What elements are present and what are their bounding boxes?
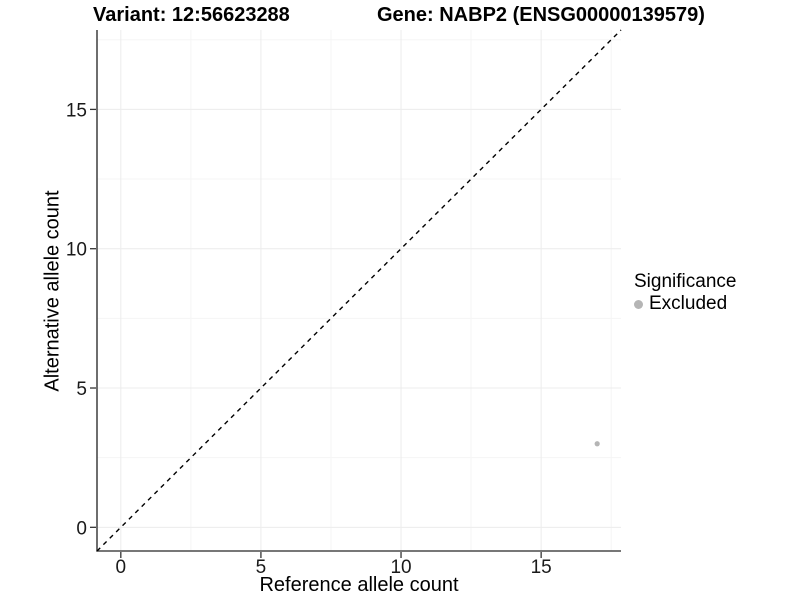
x-axis-label: Reference allele count [259,574,459,596]
plot-title-gene: Gene: NABP2 (ENSG00000139579) [377,4,705,26]
x-tick-label: 5 [256,557,267,578]
y-tick-label: 0 [76,518,87,539]
identity-line [96,29,622,552]
legend-item-label: Excluded [649,293,728,314]
y-tick-label: 5 [76,379,87,400]
y-tick-label: 15 [66,100,87,121]
x-tick-label: 10 [390,557,411,578]
excluded-point-icon [634,299,643,309]
data-point [594,441,600,447]
legend-title: Significance [634,271,737,292]
plot-title-variant: Variant: 12:56623288 [93,4,290,26]
legend: Significance Excluded [634,271,736,315]
x-tick-label: 0 [116,557,127,578]
legend-item-excluded: Excluded [634,293,736,315]
x-tick-label: 15 [531,557,552,578]
y-axis-label: Alternative allele count [41,190,64,392]
y-tick-label: 10 [66,240,87,261]
